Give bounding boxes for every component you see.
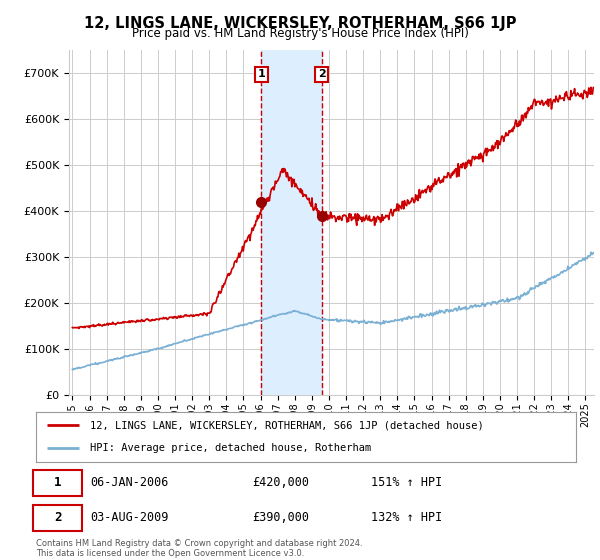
Text: HPI: Average price, detached house, Rotherham: HPI: Average price, detached house, Roth… — [90, 444, 371, 454]
Text: £390,000: £390,000 — [252, 511, 309, 524]
Text: 06-JAN-2006: 06-JAN-2006 — [90, 476, 169, 489]
Text: 12, LINGS LANE, WICKERSLEY, ROTHERHAM, S66 1JP (detached house): 12, LINGS LANE, WICKERSLEY, ROTHERHAM, S… — [90, 420, 484, 430]
Bar — [261, 50, 322, 395]
Text: £420,000: £420,000 — [252, 476, 309, 489]
Text: Price paid vs. HM Land Registry's House Price Index (HPI): Price paid vs. HM Land Registry's House … — [131, 27, 469, 40]
FancyBboxPatch shape — [34, 470, 82, 496]
Text: 132% ↑ HPI: 132% ↑ HPI — [371, 511, 442, 524]
Text: 2: 2 — [54, 511, 61, 524]
Text: Contains HM Land Registry data © Crown copyright and database right 2024.
This d: Contains HM Land Registry data © Crown c… — [36, 539, 362, 558]
FancyBboxPatch shape — [34, 505, 82, 531]
Text: 1: 1 — [257, 69, 265, 80]
Text: 12, LINGS LANE, WICKERSLEY, ROTHERHAM, S66 1JP: 12, LINGS LANE, WICKERSLEY, ROTHERHAM, S… — [84, 16, 516, 31]
Text: 2: 2 — [318, 69, 326, 80]
Text: 151% ↑ HPI: 151% ↑ HPI — [371, 476, 442, 489]
Text: 1: 1 — [54, 476, 61, 489]
Text: 03-AUG-2009: 03-AUG-2009 — [90, 511, 169, 524]
